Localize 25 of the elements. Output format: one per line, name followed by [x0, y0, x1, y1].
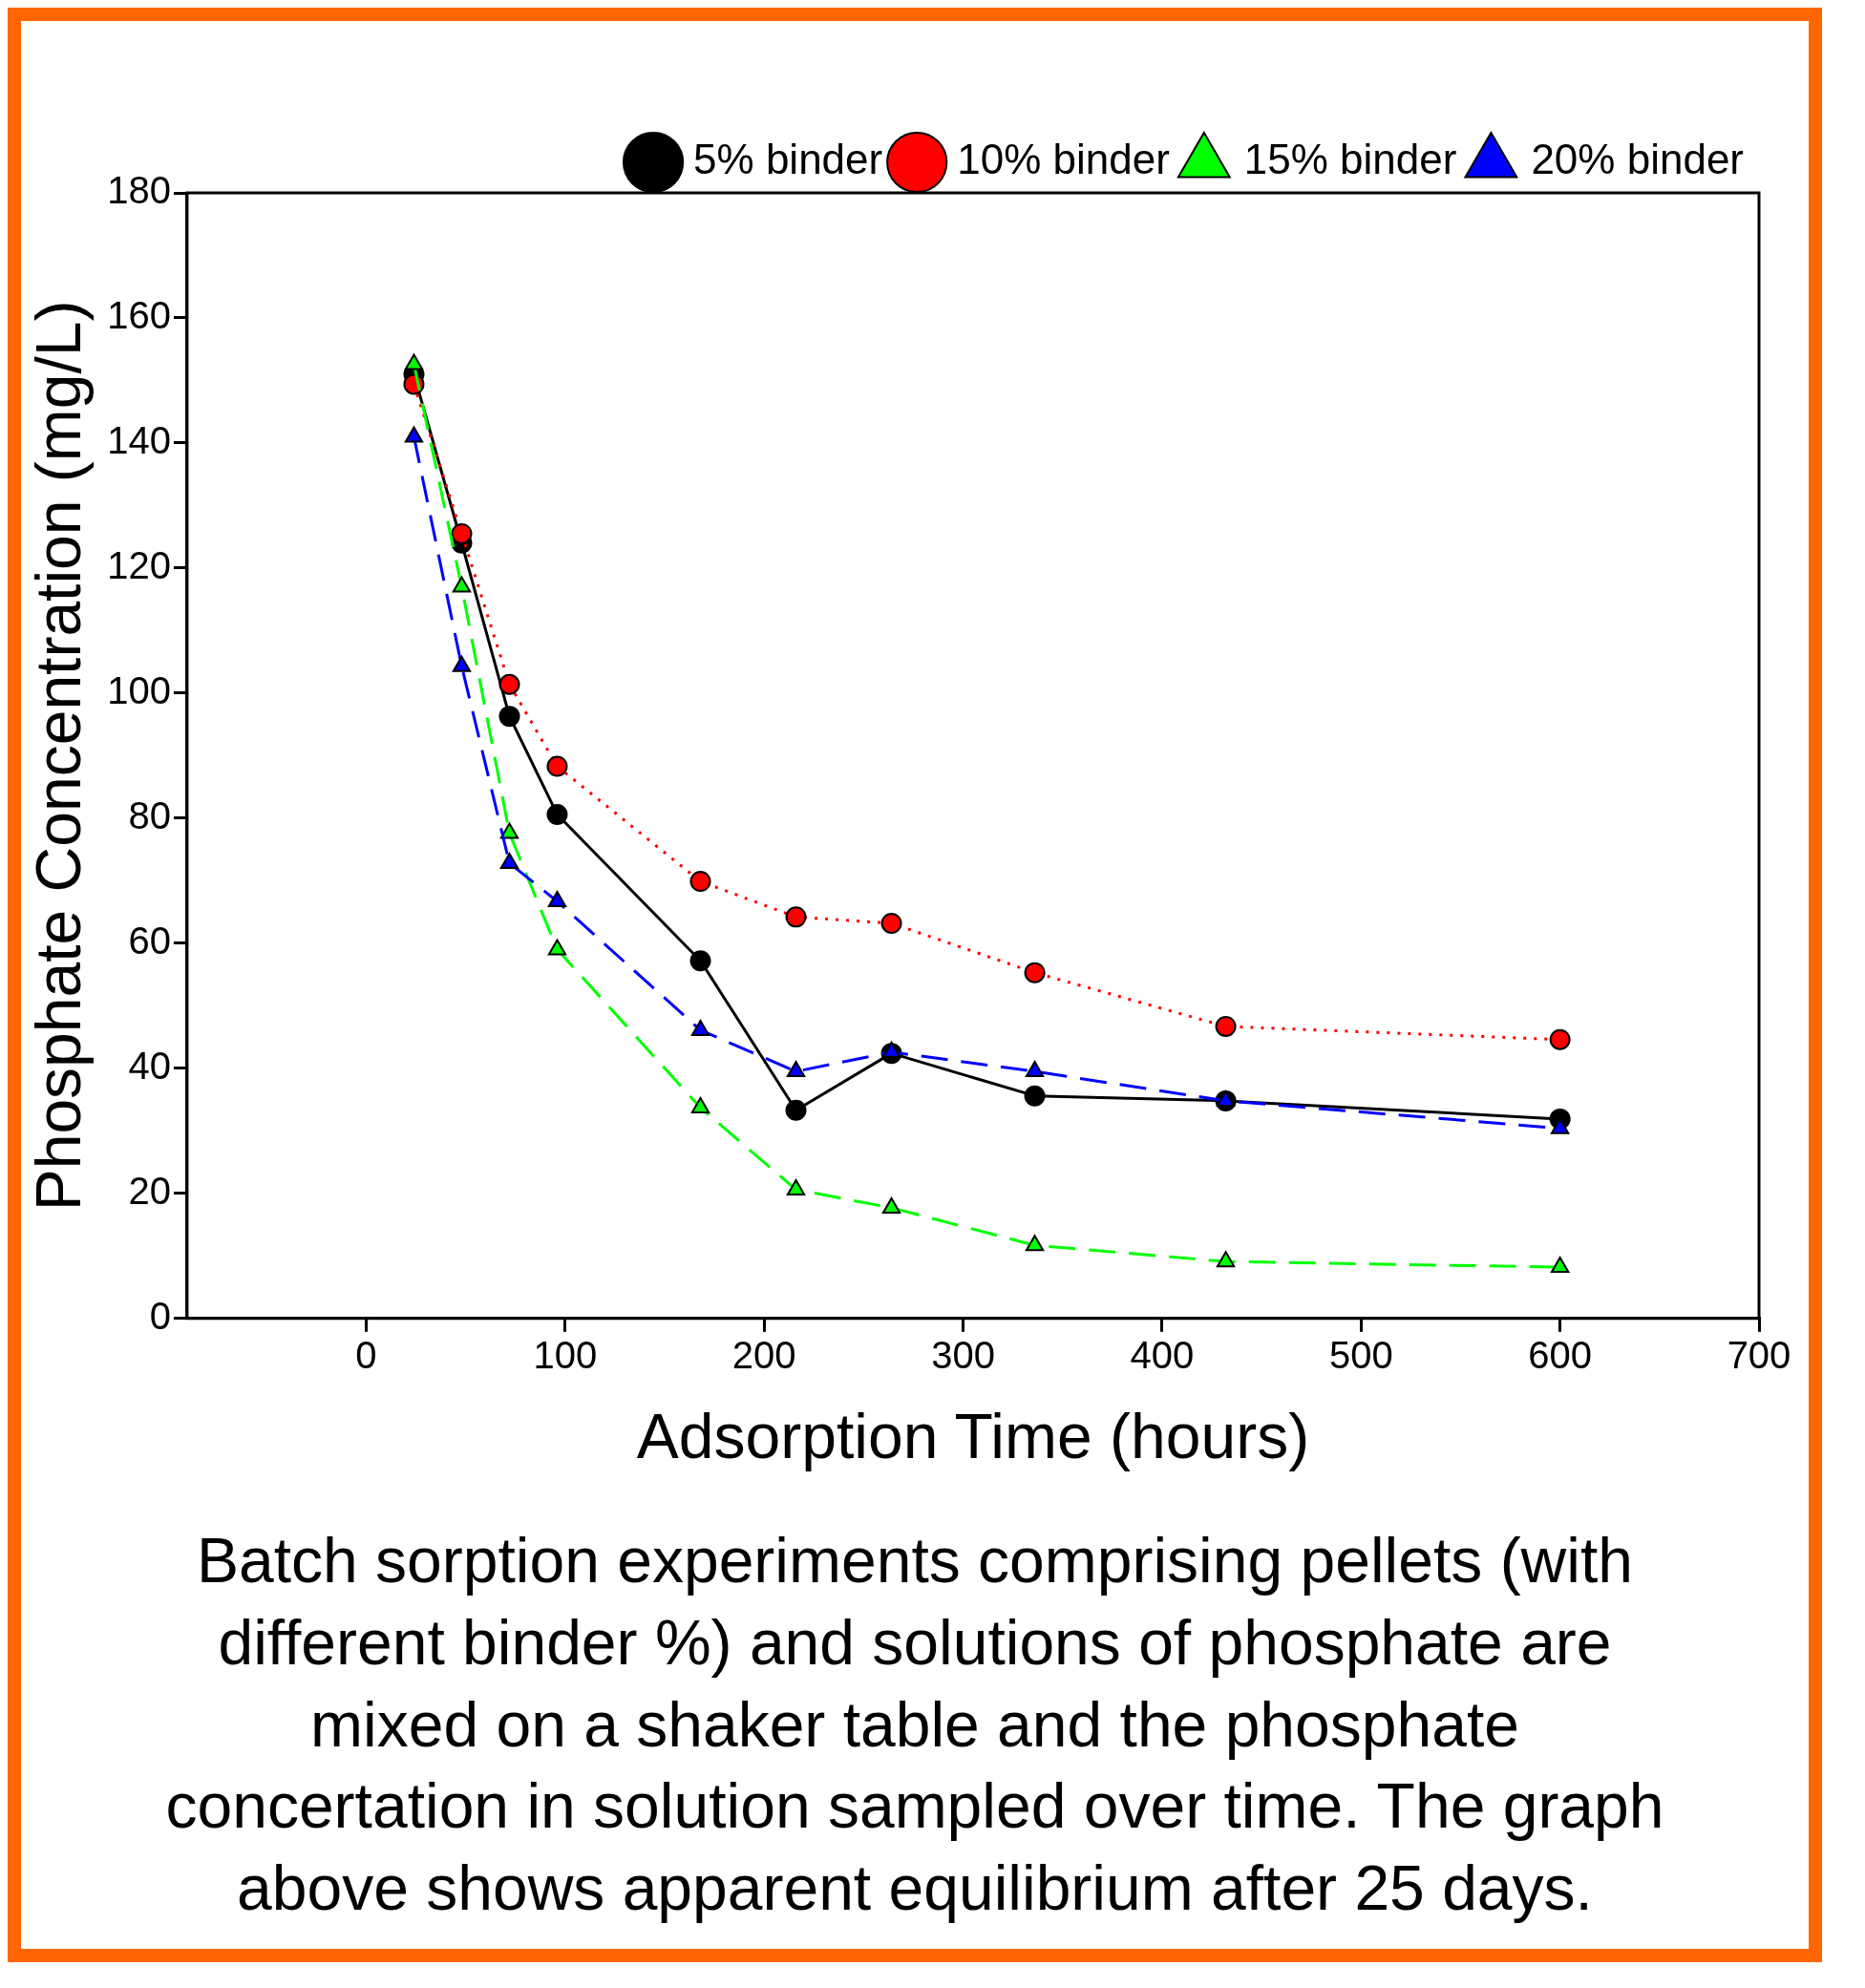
x-tick-label: 200	[731, 1333, 796, 1376]
y-tick-label: 180	[107, 169, 171, 212]
y-tick-label: 100	[107, 668, 171, 711]
x-tick-label: 100	[533, 1333, 598, 1376]
x-tick-label: 0	[355, 1333, 377, 1376]
y-tick-label: 120	[107, 543, 171, 586]
y-axis-title: Phosphate Concentration (mg/L)	[22, 300, 94, 1212]
x-tick-label: 500	[1328, 1333, 1393, 1376]
legend-label: 5% binder	[693, 136, 883, 183]
y-tick-label: 140	[107, 418, 171, 461]
x-tick-label: 300	[931, 1333, 995, 1376]
x-axis-title: Adsorption Time (hours)	[636, 1400, 1310, 1471]
y-tick-label: 160	[107, 294, 171, 337]
legend-label: 20% binder	[1531, 136, 1745, 183]
legend-label: 15% binder	[1243, 136, 1457, 183]
legend-label: 10% binder	[957, 136, 1170, 183]
x-tick-label: 600	[1528, 1333, 1593, 1376]
y-tick-label: 80	[128, 793, 171, 836]
y-tick-label: 20	[128, 1169, 171, 1212]
x-tick-label: 400	[1130, 1333, 1195, 1376]
x-tick-label: 700	[1727, 1333, 1791, 1376]
y-tick-label: 0	[149, 1294, 171, 1337]
y-tick-label: 60	[128, 919, 171, 962]
text: Batch sorption experiments comprising pellets (with different binder %) and solutions of phosphate are mixed on a shaker table and the phosphate concertation in solution sampled over time. The graph above shows apparent equilibrium after 25 days.	[164, 1524, 1665, 1926]
y-tick-label: 40	[128, 1044, 171, 1087]
